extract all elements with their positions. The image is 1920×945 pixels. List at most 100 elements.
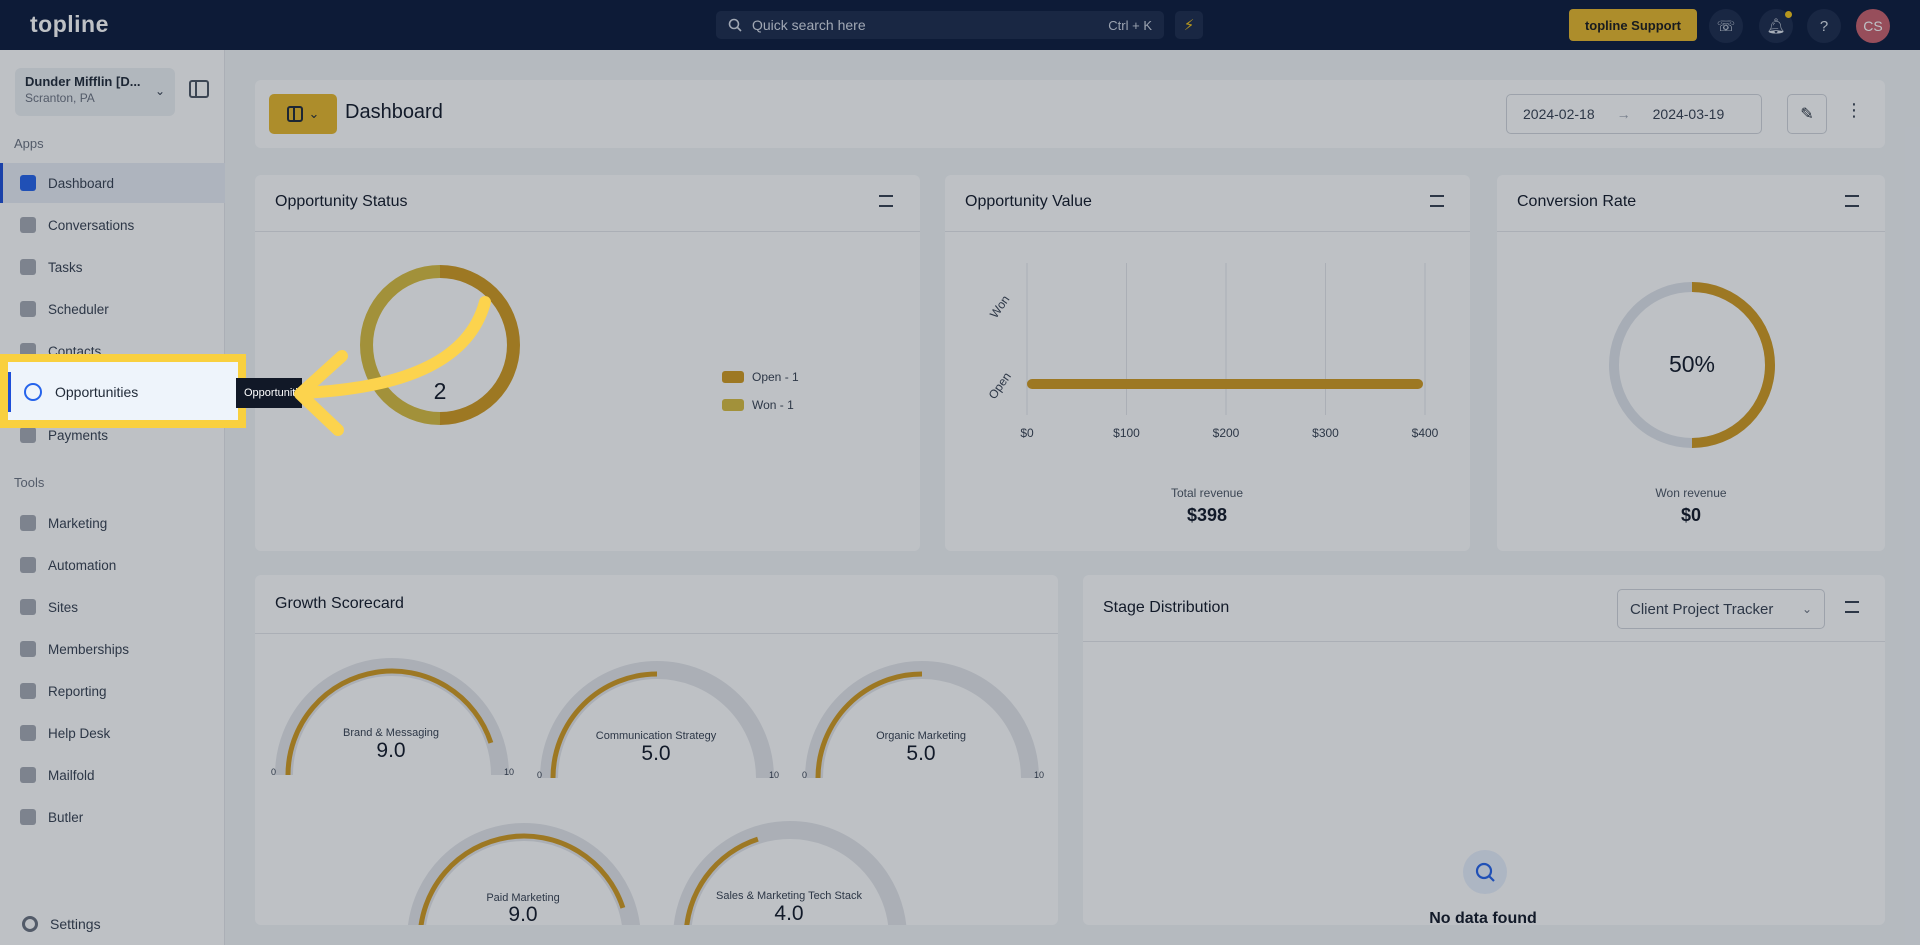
avatar[interactable]: CS [1856, 9, 1890, 43]
lightning-icon[interactable]: ⚡ [1175, 11, 1203, 39]
filter-icon[interactable] [879, 195, 893, 207]
growth-scorecard-card: Growth Scorecard Brand & Messaging 9.0 C… [255, 575, 1058, 925]
dashboard-switcher-button[interactable]: ⌄ [269, 94, 337, 134]
gauge-name: Paid Marketing [486, 892, 560, 904]
divider [1497, 231, 1885, 232]
conversion-percent: 50% [1668, 351, 1716, 377]
sidebar-item-label: Tasks [48, 259, 83, 275]
megaphone-icon [20, 515, 36, 531]
gauge-max-label: 10 [1034, 770, 1045, 780]
date-range-picker[interactable]: 2024-02-18 → 2024-03-19 [1506, 94, 1762, 134]
y-tick-label: Won [987, 293, 1013, 321]
opportunity-value-card: Opportunity Value $0 $100 $200 $300 $400 Won O… [945, 175, 1470, 551]
sidebar-item-tasks[interactable]: Tasks [0, 247, 225, 287]
account-switcher[interactable]: Dunder Mifflin [D... Scranton, PA ⌄ [15, 68, 175, 116]
sidebar-item-conversations[interactable]: Conversations [0, 205, 225, 245]
sidebar-item-automation[interactable]: Automation [0, 545, 225, 585]
pipeline-select[interactable]: Client Project Tracker ⌄ [1617, 589, 1825, 629]
gauge-min-label: 0 [802, 770, 808, 780]
sidebar-item-reporting[interactable]: Reporting [0, 671, 225, 711]
date-start[interactable]: 2024-02-18 [1523, 106, 1595, 122]
sidebar-item-payments[interactable]: Payments [0, 415, 225, 455]
pie-chart-icon [20, 683, 36, 699]
tools-section-label: Tools [14, 475, 45, 490]
sidebar-item-label: Sites [48, 599, 79, 615]
conversion-rate-card: Conversion Rate 50% Won revenue $0 [1497, 175, 1885, 551]
chevron-down-icon: ⌄ [154, 84, 165, 98]
sidebar-item-label: Help Desk [48, 725, 111, 741]
sidebar-item-help-desk[interactable]: Help Desk [0, 713, 225, 753]
gauge-fill [285, 668, 494, 776]
help-circle-icon [20, 725, 36, 741]
search-icon [728, 18, 742, 32]
notification-dot [1785, 11, 1792, 18]
sidebar-item-label: Dashboard [48, 175, 115, 191]
support-button[interactable]: topline Support [1569, 9, 1697, 41]
legend-swatch [722, 371, 744, 383]
app-logo[interactable]: topline [30, 11, 109, 37]
card-title: Opportunity Status [275, 193, 408, 210]
gauge-name: Organic Marketing [876, 730, 966, 742]
legend-label: Open - 1 [752, 370, 799, 384]
gauge-min-label: 0 [537, 770, 543, 780]
sidebar-item-label: Conversations [48, 217, 135, 233]
sidebar-item-label: Payments [48, 427, 109, 443]
gears-icon [20, 557, 36, 573]
won-revenue-label: Won revenue [1655, 486, 1727, 500]
page-title: Dashboard [345, 101, 443, 123]
sidebar-item-butler[interactable]: Butler [0, 797, 225, 837]
mail-icon [20, 767, 36, 783]
filter-icon[interactable] [1845, 195, 1859, 207]
sidebar-item-label: Opportunities [55, 384, 139, 400]
help-icon[interactable]: ? [1807, 9, 1841, 43]
ring-progress [1691, 282, 1775, 448]
legend-item-open: Open - 1 [722, 370, 799, 384]
sidebar-item-label: Reporting [48, 683, 107, 699]
target-icon [24, 383, 42, 401]
gauge-name: Communication Strategy [595, 730, 717, 742]
date-end[interactable]: 2024-03-19 [1652, 106, 1725, 122]
search-shortcut: Ctrl + K [1108, 17, 1152, 33]
sidebar-item-scheduler[interactable]: Scheduler [0, 289, 225, 329]
search-placeholder: Quick search here [752, 17, 866, 33]
sidebar-item-sites[interactable]: Sites [0, 587, 225, 627]
payments-icon [20, 427, 36, 443]
gauge-track [408, 823, 640, 925]
sidebar-item-memberships[interactable]: Memberships [0, 629, 225, 669]
donut-slice-open [440, 265, 520, 425]
butler-icon [20, 809, 36, 825]
collapse-sidebar-icon[interactable] [189, 80, 209, 98]
edit-icon[interactable]: ✎ [1787, 94, 1827, 134]
sidebar-item-dashboard[interactable]: Dashboard [0, 163, 225, 203]
sidebar-item-settings[interactable]: Settings [22, 916, 101, 932]
donut-total: 2 [433, 378, 447, 404]
gauge-track [805, 661, 1039, 779]
gauge-fill [684, 836, 759, 925]
sidebar-item-label: Memberships [48, 641, 130, 657]
tasks-icon [20, 259, 36, 275]
sidebar-item-mailfold[interactable]: Mailfold [0, 755, 225, 795]
highlighted-opportunities-item[interactable]: Opportunities [8, 372, 238, 412]
x-tick-label: $0 [1020, 426, 1034, 440]
divider [1083, 641, 1885, 642]
x-tick-label: $400 [1412, 426, 1439, 440]
quick-search-input[interactable]: Quick search here Ctrl + K [716, 11, 1164, 39]
gauge-value: 5.0 [906, 742, 936, 765]
bar-open [1027, 379, 1424, 389]
card-title: Stage Distribution [1103, 599, 1230, 616]
phone-icon[interactable]: ☏ [1709, 9, 1743, 43]
filter-icon[interactable] [1430, 195, 1444, 207]
filter-icon[interactable] [1845, 601, 1859, 613]
more-vertical-icon[interactable]: ⋮ [1845, 100, 1863, 120]
gauge-name: Brand & Messaging [343, 727, 439, 739]
gauge-max-label: 10 [504, 767, 515, 777]
gauge-fill [418, 833, 626, 925]
x-tick-label: $300 [1312, 426, 1339, 440]
layout-icon [286, 106, 303, 122]
legend-swatch [722, 399, 744, 411]
arrow-right-icon: → [1616, 106, 1631, 122]
sidebar-item-marketing[interactable]: Marketing [0, 503, 225, 543]
account-name: Dunder Mifflin [D... [25, 74, 141, 89]
divider [945, 231, 1470, 232]
opportunity-value-chart: $0 $100 $200 $300 $400 Won Open [986, 263, 1439, 440]
